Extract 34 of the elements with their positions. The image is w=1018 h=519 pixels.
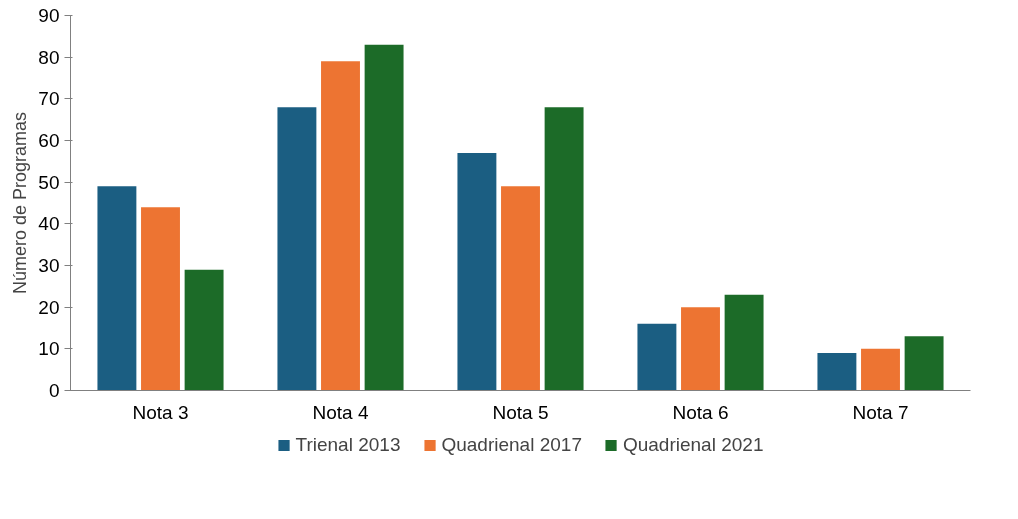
bar — [904, 336, 944, 391]
y-tick-label: 20 — [38, 296, 60, 318]
y-tick-label: 30 — [38, 255, 60, 276]
bar — [861, 348, 900, 391]
legend-label: Quadrienal 2021 — [622, 434, 764, 456]
y-tick-label: 10 — [38, 338, 60, 360]
bar — [724, 294, 764, 391]
bar — [544, 107, 584, 391]
y-tick-label: 50 — [38, 171, 60, 193]
bar — [97, 186, 137, 391]
y-tick-label: 70 — [38, 88, 60, 110]
bar — [817, 353, 857, 391]
y-tick-label: 60 — [38, 130, 60, 151]
y-tick-label: 0 — [48, 380, 60, 401]
bar — [277, 107, 317, 391]
bar — [141, 207, 180, 391]
y-tick-label: 80 — [38, 46, 60, 68]
bar — [321, 61, 360, 391]
bar — [637, 323, 677, 391]
x-tick-label: Nota 7 — [852, 401, 909, 423]
x-tick-label: Nota 3 — [132, 401, 189, 423]
bar — [184, 269, 224, 391]
y-tick-label: 90 — [38, 5, 60, 26]
y-axis-title: Número de Programas — [10, 111, 31, 295]
y-tick-label: 40 — [38, 213, 60, 235]
bar — [501, 186, 540, 391]
bar — [364, 44, 404, 391]
x-tick-label: Nota 6 — [672, 401, 729, 423]
bar — [457, 153, 497, 391]
x-tick-label: Nota 4 — [312, 401, 369, 423]
x-tick-label: Nota 5 — [492, 401, 549, 423]
legend-label: Quadrienal 2017 — [441, 434, 582, 456]
legend-label: Trienal 2013 — [295, 434, 401, 456]
bar — [681, 307, 720, 391]
